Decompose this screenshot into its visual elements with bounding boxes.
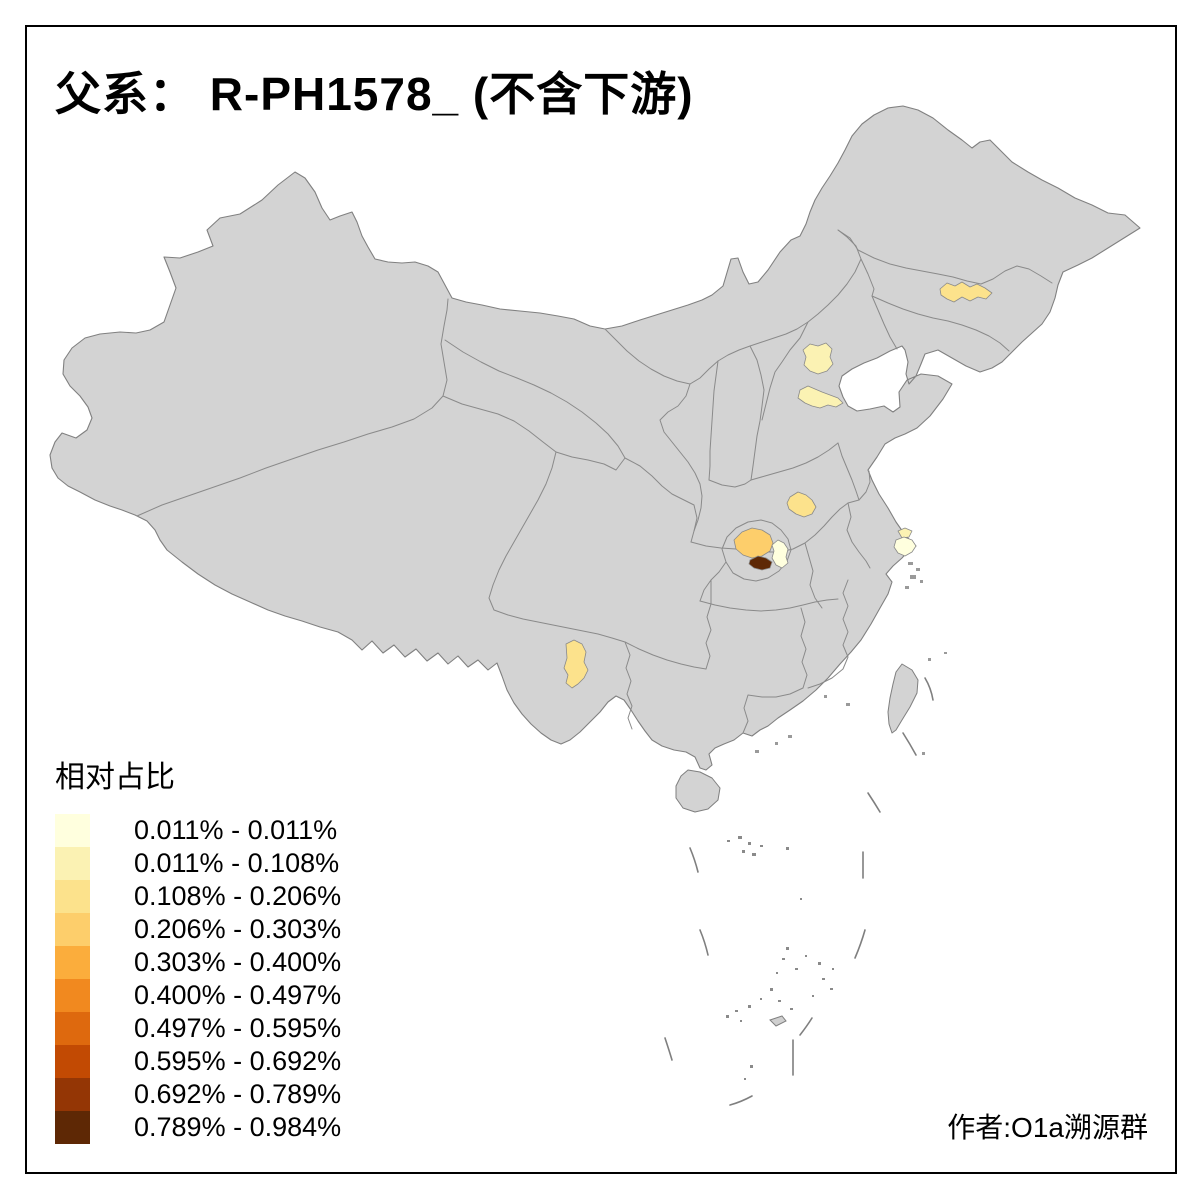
south-china-sea-islands xyxy=(726,836,834,1080)
legend: 相对占比 0.011% - 0.011% 0.011% - 0.108% 0.1… xyxy=(55,752,341,1144)
region-chongqing-southeast-dark xyxy=(748,555,773,571)
legend-label: 0.692% - 0.789% xyxy=(134,1079,342,1109)
highlighted-regions xyxy=(563,281,993,689)
legend-row: 0.011% - 0.011% xyxy=(55,814,341,847)
legend-swatch xyxy=(55,847,90,880)
legend-swatch xyxy=(55,979,90,1012)
legend-label: 0.789% - 0.984% xyxy=(134,1112,342,1142)
coastal-islands xyxy=(755,562,947,755)
region-tianjin-area xyxy=(797,385,844,409)
legend-row: 0.692% - 0.789% xyxy=(55,1078,341,1111)
legend-label: 0.303% - 0.400% xyxy=(134,947,342,977)
boundary-dash-lines xyxy=(664,677,934,1106)
legend-swatch xyxy=(55,946,90,979)
legend-label: 0.595% - 0.692% xyxy=(134,1046,342,1076)
legend-swatch xyxy=(55,814,90,847)
legend-swatch xyxy=(55,1012,90,1045)
province-borders xyxy=(136,229,1053,734)
legend-label: 0.011% - 0.108% xyxy=(134,848,340,878)
legend-swatch xyxy=(55,1045,90,1078)
legend-label: 0.206% - 0.303% xyxy=(134,914,342,944)
legend-swatch xyxy=(55,1111,90,1144)
legend-label: 0.108% - 0.206% xyxy=(134,881,342,911)
legend-row: 0.595% - 0.692% xyxy=(55,1045,341,1078)
region-shanghai xyxy=(893,536,917,557)
region-central-henan xyxy=(786,491,817,518)
region-hubei-west-pale xyxy=(771,539,789,569)
author-credit: 作者:O1a溯源群 xyxy=(947,1112,1148,1143)
legend-row: 0.206% - 0.303% xyxy=(55,913,341,946)
legend-row: 0.497% - 0.595% xyxy=(55,1012,341,1045)
page-title: 父系： R-PH1578_ (不含下游) xyxy=(55,68,694,120)
region-chongqing-west xyxy=(733,527,774,559)
mainland-china xyxy=(49,105,1141,771)
region-yunnan-central xyxy=(563,639,589,689)
legend-row: 0.011% - 0.108% xyxy=(55,847,341,880)
hainan-island xyxy=(675,769,721,813)
legend-row: 0.789% - 0.984% xyxy=(55,1111,341,1144)
legend-row: 0.400% - 0.497% xyxy=(55,979,341,1012)
legend-swatch xyxy=(55,1078,90,1111)
legend-label: 0.497% - 0.595% xyxy=(134,1013,342,1043)
legend-label: 0.400% - 0.497% xyxy=(134,980,342,1010)
region-northeast-jilin xyxy=(939,281,993,303)
region-beijing xyxy=(802,342,834,375)
legend-swatch xyxy=(55,880,90,913)
legend-row: 0.303% - 0.400% xyxy=(55,946,341,979)
legend-swatch xyxy=(55,913,90,946)
legend-title: 相对占比 xyxy=(55,761,175,794)
region-shanghai-north xyxy=(897,527,913,539)
legend-row: 0.108% - 0.206% xyxy=(55,880,341,913)
legend-label: 0.011% - 0.011% xyxy=(134,815,338,845)
taiwan-island xyxy=(887,663,919,734)
plot-frame xyxy=(25,25,1177,1174)
